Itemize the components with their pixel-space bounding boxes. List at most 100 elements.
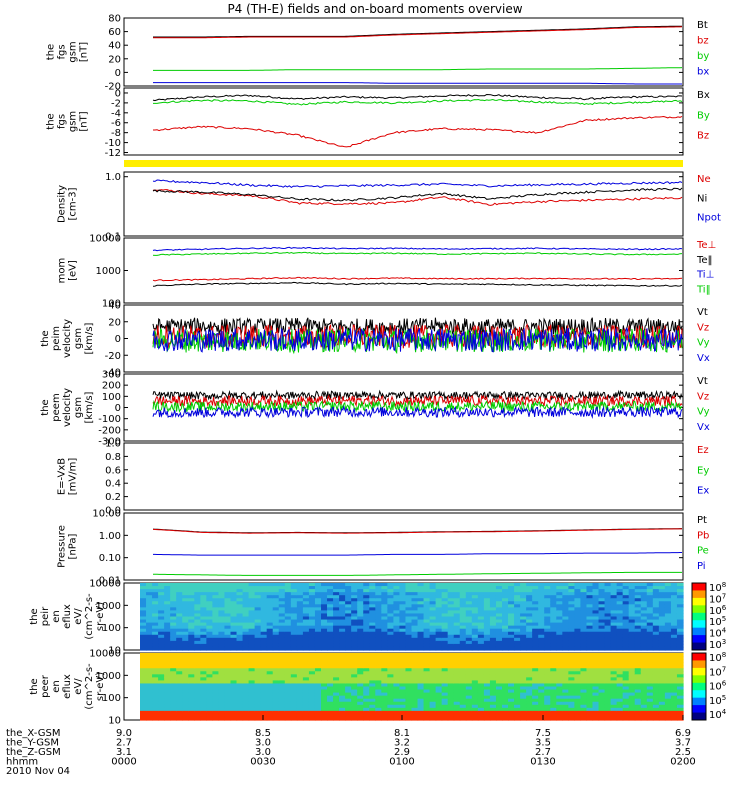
spectrogram-cell: [230, 634, 238, 639]
spectrogram-cell: [278, 692, 286, 697]
legend-Vx: Vx: [697, 422, 710, 433]
spectrogram-cell: [508, 662, 515, 666]
spectrogram-cell: [538, 586, 545, 590]
spectrogram-cell: [236, 616, 244, 621]
y-axis-label: sr-eV): [95, 672, 106, 701]
spectrogram-cell: [224, 662, 232, 666]
spectrogram-cell: [622, 625, 630, 630]
spectrogram-cell: [290, 674, 298, 678]
spectrogram-cell: [508, 716, 515, 721]
spectrogram-cell: [556, 604, 563, 608]
spectrogram-cell: [616, 671, 624, 675]
spectrogram-cell: [628, 653, 636, 657]
spectrogram-cell: [363, 634, 370, 639]
spectrogram-cell: [676, 665, 684, 669]
spectrogram-cell: [308, 668, 316, 672]
spectrogram-cell: [435, 683, 443, 688]
spectrogram-cell: [423, 689, 431, 694]
spectrogram-cell: [447, 601, 455, 605]
spectrogram-cell: [158, 713, 165, 718]
spectrogram-cell: [586, 713, 594, 718]
spectrogram-cell: [194, 616, 201, 621]
spectrogram-cell: [176, 619, 183, 624]
spectrogram-cell: [212, 586, 220, 590]
spectrogram-cell: [158, 613, 165, 618]
spectrogram-cell: [212, 625, 220, 630]
spectrogram-cell: [248, 656, 256, 660]
spectrogram-cell: [140, 598, 147, 602]
spectrogram-cell: [453, 622, 461, 627]
spectrogram-cell: [453, 634, 461, 639]
spectrogram-cell: [369, 680, 376, 685]
spectrogram-cell: [188, 589, 195, 593]
spectrogram-cell: [266, 595, 274, 599]
spectrogram-cell: [140, 659, 147, 663]
spectrogram-cell: [429, 713, 437, 718]
spectrogram-cell: [363, 662, 370, 666]
spectrogram-cell: [206, 637, 213, 642]
spectrogram-cell: [327, 713, 334, 718]
spectrogram-cell: [218, 698, 226, 703]
spectrogram-cell: [562, 616, 569, 621]
spectrogram-cell: [676, 637, 684, 642]
spectrogram-cell: [236, 592, 244, 596]
spectrogram-cell: [170, 707, 177, 712]
spectrogram-cell: [284, 637, 292, 642]
spectrogram-cell: [532, 646, 539, 651]
spectrogram-cell: [550, 659, 557, 663]
spectrogram-cell: [640, 713, 648, 718]
spectrogram-cell: [544, 598, 551, 602]
spectrogram-cell: [369, 625, 376, 630]
spectrogram-cell: [670, 622, 678, 627]
spectrogram-cell: [495, 707, 503, 712]
spectrogram-cell: [176, 656, 183, 660]
spectrogram-cell: [634, 707, 642, 712]
spectrogram-cell: [544, 625, 551, 630]
spectrogram-cell: [296, 595, 304, 599]
spectrogram-cell: [616, 628, 624, 633]
spectrogram-cell: [495, 583, 503, 587]
spectrogram-cell: [146, 665, 153, 669]
spectrogram-cell: [206, 674, 213, 678]
spectrogram-cell: [339, 643, 346, 648]
spectrogram-cell: [556, 686, 563, 691]
spectrogram-cell: [652, 583, 660, 587]
spectrogram-cell: [592, 698, 600, 703]
spectrogram-cell: [652, 656, 660, 660]
spectrogram-cell: [429, 598, 437, 602]
spectrogram-cell: [194, 592, 201, 596]
spectrogram-cell: [405, 643, 413, 648]
spectrogram-cell: [544, 595, 551, 599]
spectrogram-cell: [604, 583, 612, 587]
spectrogram-cell: [652, 698, 660, 703]
spectrogram-cell: [363, 640, 370, 645]
spectrogram-cell: [435, 716, 443, 721]
spectrogram-cell: [652, 716, 660, 721]
spectrogram-cell: [658, 698, 666, 703]
spectrogram-cell: [628, 595, 636, 599]
spectrogram-cell: [658, 643, 666, 648]
spectrogram-cell: [375, 707, 382, 712]
spectrogram-cell: [218, 595, 226, 599]
spectrogram-cell: [646, 686, 654, 691]
spectrogram-cell: [483, 628, 491, 633]
spectrogram-cell: [146, 613, 153, 618]
spectrogram-cell: [242, 607, 250, 612]
spectrogram-cell: [230, 589, 238, 593]
spectrogram-cell: [248, 698, 256, 703]
spectrogram-cell: [375, 671, 382, 675]
spectrogram-cell: [351, 628, 358, 633]
spectrogram-cell: [580, 631, 588, 636]
spectrogram-cell: [568, 625, 575, 630]
spectrogram-cell: [152, 656, 159, 660]
spectrogram-cell: [212, 704, 220, 709]
spectrogram-cell: [351, 668, 358, 672]
spectrogram-cell: [327, 695, 334, 700]
spectrogram-cell: [363, 671, 370, 675]
spectrogram-cell: [483, 653, 491, 657]
spectrogram-cell: [520, 704, 527, 709]
spectrogram-cell: [568, 707, 575, 712]
spectrogram-cell: [152, 689, 159, 694]
spectrogram-cell: [628, 698, 636, 703]
